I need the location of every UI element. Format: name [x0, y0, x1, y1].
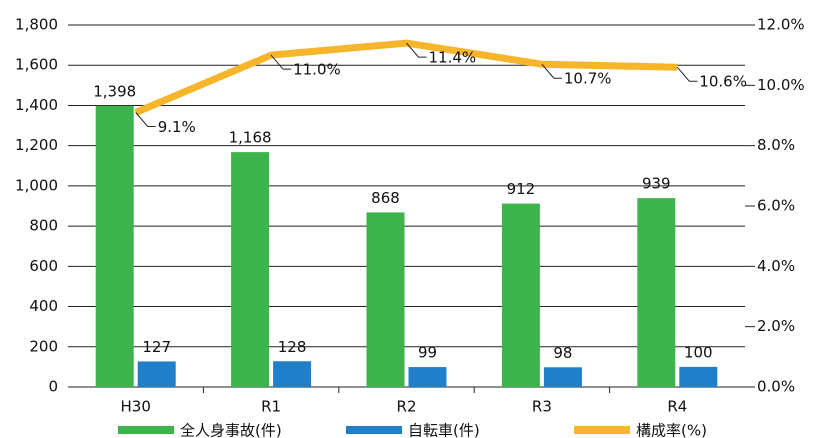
bar — [273, 361, 312, 387]
legend-swatch — [346, 426, 402, 434]
x-tick-label: H30 — [121, 398, 151, 416]
leader-line — [676, 66, 698, 82]
y2-tick-label: 6.0% — [757, 197, 795, 215]
x-tick-label: R3 — [532, 398, 552, 416]
bar-label: 1,398 — [93, 82, 136, 100]
bar-label: 98 — [553, 344, 572, 362]
bar-label: 939 — [642, 175, 671, 193]
leader-line — [406, 42, 427, 58]
leader-line — [270, 54, 292, 70]
legend-label: 構成率(%) — [636, 422, 707, 438]
x-tick-label: R4 — [667, 398, 687, 416]
bar — [95, 105, 134, 387]
bar-label: 1,168 — [229, 129, 272, 147]
bar-label: 912 — [507, 180, 536, 198]
legend-swatch — [574, 426, 630, 434]
bar — [137, 361, 176, 387]
bar — [679, 366, 718, 387]
bar-label: 127 — [142, 338, 171, 356]
y-tick-label: 1,400 — [15, 96, 58, 114]
y2-tick-label: 4.0% — [757, 257, 795, 275]
y-tick-label: 200 — [29, 337, 58, 355]
y-tick-label: 1,800 — [15, 16, 58, 34]
legend-label: 全人身事故(件) — [180, 422, 282, 438]
y-tick-label: 0 — [48, 378, 58, 396]
bar — [501, 203, 540, 387]
y-tick-label: 800 — [29, 217, 58, 235]
y2-tick-label: 12.0% — [757, 16, 805, 34]
bar-label: 99 — [418, 344, 437, 362]
bar-label: 128 — [278, 338, 307, 356]
bar-label: 100 — [684, 343, 713, 361]
bar — [543, 367, 582, 387]
line-label: 11.0% — [293, 61, 341, 79]
y2-tick-label: 0.0% — [757, 378, 795, 396]
bar — [366, 212, 405, 387]
line-label: 9.1% — [158, 118, 196, 136]
leader-line — [135, 112, 156, 127]
y2-tick-label: 8.0% — [757, 136, 795, 154]
leader-line — [541, 63, 562, 79]
legend-label: 自転車(件) — [408, 422, 480, 438]
y-tick-label: 1,200 — [15, 136, 58, 154]
y-tick-label: 1,600 — [15, 56, 58, 74]
bar — [637, 198, 676, 387]
bar — [231, 152, 270, 387]
x-tick-label: R2 — [397, 398, 417, 416]
line-label: 11.4% — [429, 49, 477, 67]
bar-label: 868 — [371, 189, 400, 207]
y2-tick-label: 2.0% — [757, 317, 795, 335]
legend-swatch — [118, 426, 174, 434]
line-label: 10.6% — [699, 73, 747, 91]
y-tick-label: 1,000 — [15, 176, 58, 194]
bar — [408, 367, 447, 387]
x-tick-label: R1 — [261, 398, 281, 416]
y-tick-label: 400 — [29, 297, 58, 315]
y-tick-label: 600 — [29, 257, 58, 275]
y2-tick-label: 10.0% — [757, 76, 805, 94]
line-label: 10.7% — [564, 70, 612, 88]
